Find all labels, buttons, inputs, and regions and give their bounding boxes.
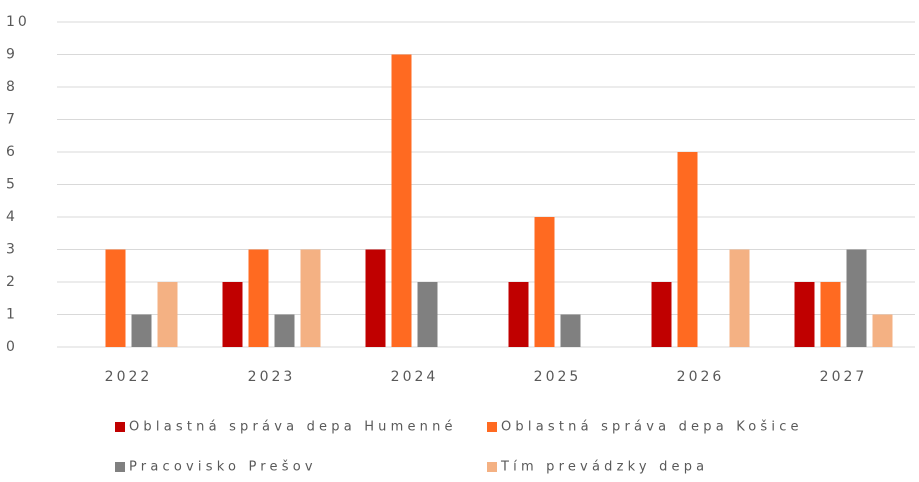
y-tick-label: 7 [6,112,18,128]
legend-swatch [487,462,497,472]
bar [157,282,178,347]
y-tick-label: 2 [6,274,18,290]
bar [365,249,386,347]
x-tick-label: 2025 [534,369,582,385]
bar [729,249,750,347]
bar [794,282,815,347]
bar [248,249,269,347]
bar [391,54,412,347]
bar [677,152,698,347]
y-tick-label: 8 [6,79,18,95]
bar [872,314,893,347]
legend-label: Pracovisko Prešov [129,460,317,475]
y-tick-label: 1 [6,307,18,323]
x-tick-label: 2024 [391,369,439,385]
legend-swatch [487,422,497,432]
bar [300,249,321,347]
legend-label: Oblastná správa depa Humenné [129,420,457,435]
legend-label: Tím prevádzky depa [500,460,708,475]
bar [820,282,841,347]
bar [534,217,555,347]
legend-label: Oblastná správa depa Košice [501,420,803,435]
y-tick-label: 9 [6,47,18,63]
x-tick-label: 2023 [248,369,296,385]
bar [274,314,295,347]
bar [508,282,529,347]
x-tick-label: 2022 [105,369,153,385]
y-tick-label: 4 [6,209,18,225]
x-tick-label: 2027 [820,369,868,385]
y-tick-label: 10 [6,14,30,30]
bar [222,282,243,347]
y-tick-label: 3 [6,242,18,258]
x-tick-label: 2026 [677,369,725,385]
bar [560,314,581,347]
bar [105,249,126,347]
y-tick-label: 6 [6,144,18,160]
bar [651,282,672,347]
bar [846,249,867,347]
y-tick-label: 0 [6,339,18,355]
bar [131,314,152,347]
bar [417,282,438,347]
legend-swatch [115,422,125,432]
y-tick-label: 5 [6,177,18,193]
legend-swatch [115,462,125,472]
